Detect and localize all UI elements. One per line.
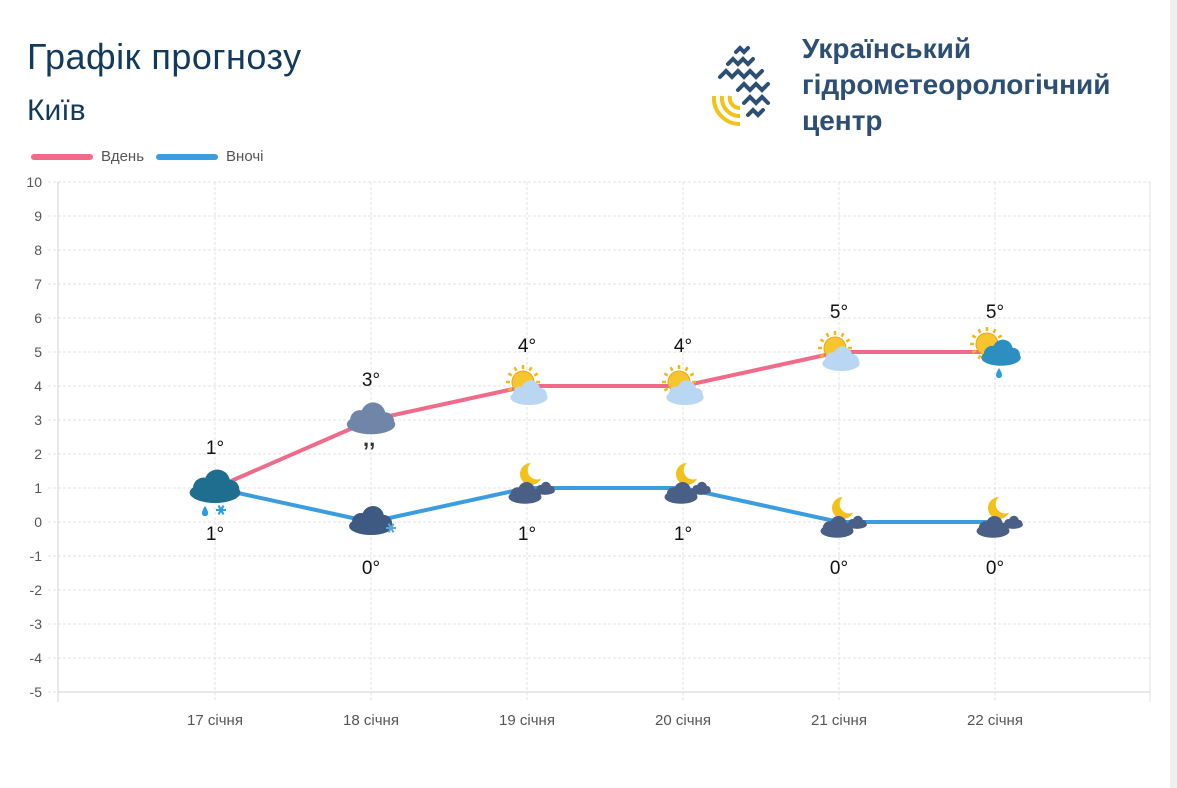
y-tick-label: -1 [30,548,43,564]
day-temp-label: 1° [206,438,224,459]
chart-legend: Вдень Вночі [31,148,275,165]
legend-item-night[interactable]: Вночі [156,148,263,165]
day-weather-icon [818,331,860,372]
legend-item-day[interactable]: Вдень [31,148,144,165]
y-tick-label: 2 [34,446,42,462]
day-weather-icon: ,, [346,402,396,451]
day-temp-label: 4° [518,336,536,357]
y-tick-label: 7 [34,276,42,292]
night-temp-label: 0° [830,558,848,579]
y-tick-label: -2 [30,582,43,598]
org-name-line3: центр [802,105,883,136]
legend-label-day: Вдень [101,148,145,165]
night-weather-icon [820,494,867,538]
y-tick-label: 3 [34,412,42,428]
day-temp-label: 5° [986,302,1004,323]
y-tick-label: 8 [34,242,42,258]
y-tick-label: 5 [34,344,42,360]
night-temp-label: 0° [986,558,1004,579]
night-temp-label: 1° [206,524,224,545]
night-temp-label: 0° [362,558,380,579]
night-weather-icon [508,460,555,504]
y-tick-label: -5 [30,684,43,700]
y-tick-label: 9 [34,208,42,224]
night-weather-icon [189,469,241,516]
org-name: Український гідрометеорологічний центр [802,31,1110,139]
legend-label-night: Вночі [226,148,264,165]
x-tick-label: 22 січня [967,712,1023,729]
legend-swatch-night [156,153,219,160]
day-temp-label: 4° [674,336,692,357]
org-name-line2: гідрометеорологічний [802,69,1111,100]
ukrhydromet-logo-icon [711,36,772,127]
x-tick-label: 17 січня [187,712,243,729]
night-temp-label: 1° [518,524,536,545]
day-weather-icon [662,365,704,406]
x-tick-label: 19 січня [499,712,555,729]
night-temp-label: 1° [674,524,692,545]
day-series-line [214,350,995,490]
night-series-line [214,486,995,524]
y-tick-label: 1 [34,480,42,496]
day-temp-label: 5° [830,302,848,323]
night-weather-icon [664,460,711,504]
city-name: Київ [27,94,86,127]
x-tick-label: 21 січня [811,712,867,729]
y-tick-label: -3 [30,616,43,632]
y-tick-label: 4 [34,378,42,394]
x-tick-label: 18 січня [343,712,399,729]
legend-swatch-day [31,153,93,160]
y-tick-label: 0 [34,514,42,530]
y-tick-label: 10 [26,174,42,190]
y-tick-label: 6 [34,310,42,326]
night-weather-icon [349,506,396,535]
day-weather-icon [506,365,548,406]
night-weather-icon [976,494,1023,538]
x-tick-label: 20 січня [655,712,711,729]
page-title: Графік прогнозу [27,36,302,77]
svg-text:,,: ,, [363,426,375,451]
right-border [1170,0,1177,788]
y-tick-label: -4 [30,650,43,666]
org-name-line1: Український [802,33,972,64]
day-weather-icon [970,327,1021,378]
day-temp-label: 3° [362,370,380,391]
